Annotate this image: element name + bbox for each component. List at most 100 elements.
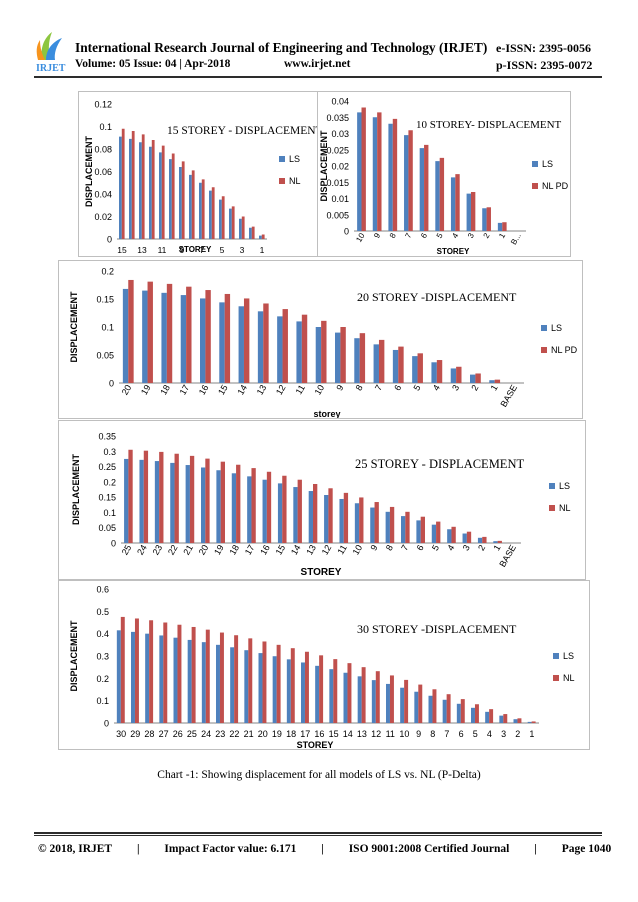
x-tick-label: 16: [197, 383, 211, 397]
bar-ls: [315, 327, 322, 383]
bar-ls: [416, 520, 421, 543]
bar-ls: [262, 479, 267, 543]
x-tick-label: 6: [459, 729, 464, 739]
x-tick-label: 2: [476, 543, 487, 552]
x-tick-label: 13: [255, 383, 269, 397]
bar-nl: [159, 451, 164, 543]
x-tick-label: 1: [489, 383, 500, 392]
y-axis-label: DISPLACEMENT: [319, 130, 329, 202]
y-tick-label: 0.025: [326, 145, 349, 155]
bar-nl: [282, 475, 287, 543]
y-tick-label: 0: [344, 227, 349, 237]
x-tick-label: 5: [473, 729, 478, 739]
bar-nl-pd: [475, 373, 481, 383]
bar-nl: [211, 187, 215, 239]
bar-nl: [418, 684, 423, 723]
x-tick-label: B...: [509, 232, 523, 247]
x-tick-label: 1: [529, 729, 534, 739]
bar-nl: [432, 689, 437, 723]
y-tick-label: 0: [104, 719, 109, 729]
bar-nl-pd: [502, 222, 507, 231]
bar-nl: [466, 531, 472, 543]
bar-ls: [392, 349, 399, 383]
bar-ls: [159, 635, 164, 723]
x-tick-label: 9: [372, 231, 382, 240]
bar-nl-pd: [282, 309, 288, 383]
bar-nl-pd: [263, 303, 269, 383]
bar-nl: [420, 516, 425, 543]
bar-nl: [143, 450, 149, 543]
bar-ls: [385, 511, 390, 543]
bar-ls: [154, 461, 160, 543]
legend-label: LS: [551, 323, 562, 333]
bar-nl: [361, 667, 366, 723]
bar-nl: [436, 521, 441, 543]
x-tick-label: 16: [314, 729, 324, 739]
y-tick-label: 0.3: [96, 652, 109, 662]
bar-ls: [149, 146, 152, 239]
bar-nl: [120, 616, 125, 723]
x-tick-label: 10: [399, 729, 409, 739]
x-tick-label: 1: [260, 245, 265, 255]
footer-separator: |: [321, 843, 324, 855]
chart-title: 10 STOREY- DISPLACEMENT: [416, 119, 562, 131]
x-axis-label: STOREY: [179, 245, 212, 254]
x-tick-label: 3: [450, 383, 461, 392]
bar-ls: [428, 695, 433, 723]
x-tick-label: 6: [392, 383, 403, 392]
bar-nl-pd: [456, 366, 462, 383]
x-tick-label: 24: [135, 543, 149, 557]
bar-ls: [209, 190, 212, 239]
bar-nl-pd: [494, 379, 501, 383]
x-tick-label: 8: [384, 543, 395, 552]
bar-ls: [201, 467, 206, 543]
x-tick-label: 9: [334, 383, 345, 392]
bar-ls: [238, 306, 244, 383]
y-tick-label: 0.1: [101, 323, 114, 333]
x-tick-label: 5: [411, 383, 422, 392]
x-tick-label: 4: [487, 729, 492, 739]
legend-label: LS: [559, 481, 570, 491]
bar-nl: [451, 526, 456, 543]
bar-nl: [266, 471, 272, 543]
bar-nl: [241, 216, 245, 239]
website-link[interactable]: www.irjet.net: [284, 58, 351, 70]
chart-30-storey: 0 0.1 0.2 0.3 0.4 0.5 0.6 30 29 28 27 26 25 24 23 22 21 2…: [58, 580, 590, 750]
page-header: IRJET International Research Journal of …: [0, 0, 638, 80]
bar-ls: [116, 630, 121, 723]
y-axis-label: DISPLACEMENT: [84, 136, 94, 208]
y-tick-label: 0.2: [101, 267, 114, 277]
bar-nl-pd: [166, 283, 173, 383]
chart-15-storey: 0 0.02 0.04 0.06 0.08 0.1 0.12 15 13 11 9 7 5 3 1 15 ST…: [78, 91, 319, 257]
bar-ls: [231, 473, 237, 543]
x-tick-label: 1: [491, 543, 502, 552]
bar-nl: [205, 629, 210, 723]
bar-ls: [247, 476, 252, 543]
legend-label: NL PD: [551, 345, 578, 355]
bar-ls: [216, 470, 221, 543]
bar-nl: [221, 196, 225, 239]
bar-ls: [161, 292, 167, 383]
bar-nl: [205, 458, 210, 543]
x-tick-label: 21: [244, 729, 254, 739]
bar-nl-pd: [205, 290, 211, 383]
x-tick-label: 22: [229, 729, 239, 739]
x-tick-label: 27: [159, 729, 169, 739]
x-tick-label: 11: [386, 729, 395, 739]
bar-ls: [122, 288, 129, 383]
y-tick-label: 0.08: [94, 145, 112, 155]
page-footer: © 2018, IRJET | Impact Factor value: 6.1…: [38, 843, 611, 855]
bar-ls: [277, 316, 283, 383]
y-tick-label: 0.25: [98, 462, 116, 472]
bar-nl: [231, 206, 235, 239]
bar-ls: [357, 676, 362, 723]
legend-swatch: [549, 505, 555, 511]
bar-nl: [171, 153, 175, 239]
y-tick-label: 0: [109, 379, 114, 389]
x-tick-label: 14: [235, 383, 249, 397]
bar-ls: [257, 311, 264, 383]
bar-ls: [173, 637, 178, 723]
bar-nl-pd: [417, 353, 423, 383]
y-tick-label: 0.06: [94, 167, 112, 177]
x-tick-label: 9: [368, 543, 379, 552]
